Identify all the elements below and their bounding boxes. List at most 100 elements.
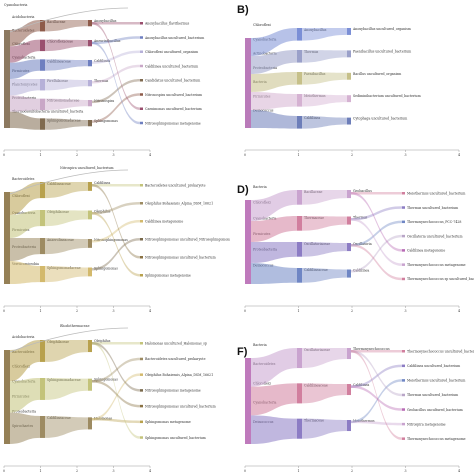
rank2-node [297, 50, 302, 63]
flow-link [45, 210, 88, 227]
flow-link [45, 238, 88, 255]
flow-link [351, 385, 402, 411]
rank2-node [40, 118, 45, 130]
axis-tick-label: 2 [351, 153, 353, 157]
flow-link [302, 50, 347, 63]
panel-e: 01234AcidobacteriaBacteroidetesChlorofle… [0, 320, 230, 474]
sankey-e: 01234AcidobacteriaBacteroidetesChlorofle… [3, 324, 216, 473]
rank1-label: Acidobacteria [11, 15, 35, 19]
rank3-label: Sediminibacterium uncultured_bacterium [353, 94, 421, 98]
rank1-label: Proteobacteria [12, 409, 36, 413]
flow-link [10, 340, 40, 382]
axis-tick-label: 4 [458, 153, 460, 157]
rank3-label: Thermosynechococcus [353, 347, 390, 351]
rank2-label: Chloroflexaceae [47, 40, 73, 44]
rank2-node [297, 72, 302, 85]
flow-link [351, 350, 402, 440]
rank2-node [40, 210, 45, 227]
axis-tick-label: 1 [39, 153, 41, 157]
panel-f-label: F) [237, 346, 248, 358]
rank3-node [347, 348, 351, 360]
rank2-node [297, 94, 302, 107]
flow-link [351, 350, 402, 353]
flow-link [92, 36, 140, 45]
rank3-label: Caldilinea [353, 269, 369, 273]
flow-link [10, 182, 40, 215]
rank4-node [140, 436, 143, 439]
rank2-node [40, 59, 45, 71]
rank3-node [347, 50, 351, 58]
flow-link [45, 98, 88, 111]
flow-link [251, 110, 297, 129]
rank3-label: Thermus [353, 216, 368, 220]
flow-link [302, 348, 347, 369]
flow-link [9, 327, 129, 353]
rank2-label: Oleiphilaceae [47, 340, 69, 344]
flow-link [45, 59, 88, 71]
flow-link [351, 192, 402, 252]
rank2-node [40, 182, 45, 199]
rank4-node [140, 357, 143, 361]
rank4-node [140, 342, 143, 345]
flow-link [351, 206, 402, 221]
rank2-node [40, 238, 45, 255]
rank3-node [347, 216, 351, 225]
rank4-node [140, 220, 143, 223]
rank4-label: Nitrosophingomonas metagenome [145, 121, 201, 125]
rank3-node [347, 117, 351, 125]
rank4-label: Bacteroidetes uncultured_prokaryote [145, 357, 206, 361]
rank3-node [347, 384, 351, 396]
top-note-label: Cyanobacteria [4, 3, 28, 7]
rank2-label: Bacillaceae [304, 190, 323, 194]
flow-link [251, 190, 297, 221]
flow-link [45, 118, 88, 130]
flow-link [302, 190, 347, 205]
flow-link [45, 340, 88, 362]
rank4-label: Nitrosophingomonas metagenome [145, 389, 201, 393]
rank4-node [402, 437, 405, 440]
axis-tick-label: 0 [3, 153, 5, 157]
rank3-node [88, 267, 92, 277]
rank2-label: Oleiphilaceae [47, 210, 69, 214]
rank4-node [402, 393, 405, 397]
rank4-label: Sphingomonas metagenome [145, 274, 191, 278]
rank2-node [40, 20, 45, 32]
axis-tick-label: 3 [404, 309, 406, 313]
flow-link [45, 79, 88, 91]
rank4-label: Caenimonas uncultured_bacterium [145, 107, 202, 111]
rank2-node [297, 242, 302, 257]
flow-link [351, 420, 402, 426]
rank3-label: Aneurinibacillus [93, 39, 121, 43]
axis-tick-label: 3 [112, 469, 114, 473]
rank2-node [40, 340, 45, 362]
rank3-node [88, 100, 92, 107]
flow-link [251, 348, 297, 387]
axis-tick-label: 2 [351, 469, 353, 473]
rank4-label: Thermosynechococcus metagenome [407, 437, 466, 441]
rank2-label: Anoxybacillus [303, 28, 327, 32]
rank4-node [140, 404, 143, 408]
rank2-node [40, 378, 45, 400]
source-node [4, 192, 10, 284]
rank4-node [402, 350, 405, 353]
rank3-node [88, 182, 92, 191]
flow-link [92, 50, 140, 64]
rank3-label: Anoxybacillus [93, 19, 117, 23]
source-node [245, 200, 251, 284]
panel-d-label: D) [237, 184, 249, 196]
rank4-node [402, 379, 405, 382]
top-note-label: Rhodothermaceae [60, 324, 90, 328]
rank3-node [88, 40, 92, 47]
flow-link [92, 22, 140, 25]
rank1-label: Thermodesulfobacteria uncultured_bacteri… [12, 110, 83, 114]
axis-tick-label: 0 [3, 309, 5, 313]
rank4-node [140, 184, 143, 187]
axis-tick-label: 4 [149, 153, 151, 157]
rank2-node [40, 39, 45, 52]
rank3-node [88, 120, 92, 127]
flow-link [251, 415, 297, 444]
rank2-label: Pirellulaceae [47, 79, 68, 83]
source-node [245, 38, 251, 128]
rank3-node [88, 80, 92, 87]
flow-link [92, 357, 140, 383]
